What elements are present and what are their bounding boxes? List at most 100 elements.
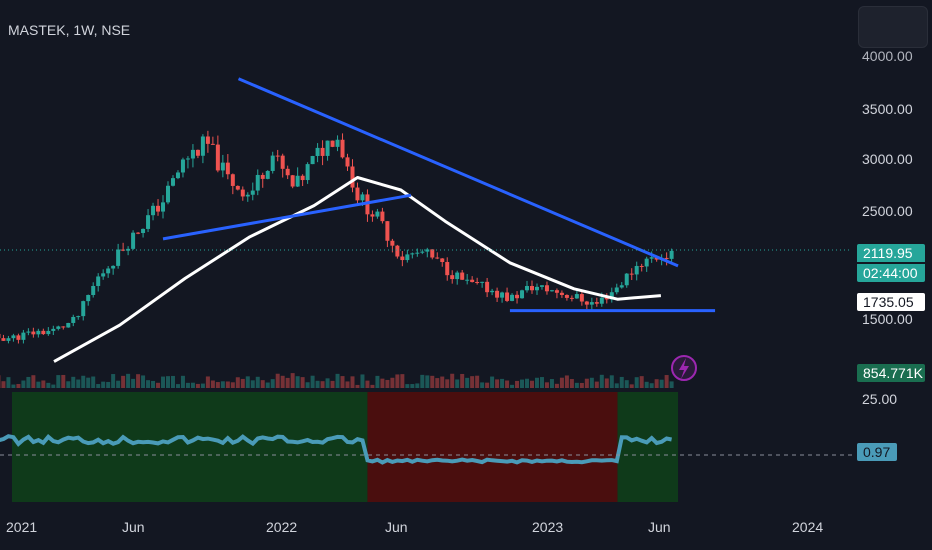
candle-body [235, 185, 240, 190]
volume-bar [490, 376, 495, 388]
last-price-label: 2119.95 [857, 244, 925, 262]
candle-body [450, 275, 455, 280]
volume-bar [86, 377, 91, 388]
volume-bar [61, 374, 66, 388]
volume-value-label: 854.771K [857, 364, 925, 382]
volume-bar [569, 379, 574, 388]
candle-body [116, 249, 121, 266]
volume-bar [624, 380, 629, 388]
candle-body [579, 294, 584, 302]
candle-body [609, 292, 614, 300]
volume-bar [435, 378, 440, 388]
volume-bar [285, 377, 290, 388]
candle-body [141, 228, 146, 234]
volume-bar [195, 383, 200, 388]
candle-body [240, 189, 245, 197]
candle-body [619, 285, 624, 288]
volume-bar [330, 380, 335, 388]
volume-bar [21, 380, 26, 388]
candle-body [405, 254, 410, 261]
candle-body [1, 338, 6, 341]
volume-bar [71, 376, 76, 388]
volume-bar [370, 384, 375, 388]
candle-body [295, 175, 300, 187]
candle-body [505, 292, 510, 301]
volume-bar [345, 381, 350, 388]
lightning-bolt-icon[interactable] [671, 355, 697, 381]
indicator-line [0, 433, 672, 465]
candle-body [275, 155, 280, 157]
volume-bar [121, 375, 126, 388]
volume-bar [525, 378, 530, 388]
volume-bar [106, 381, 111, 388]
candle-body [11, 335, 16, 339]
candle-body [410, 253, 415, 255]
volume-bar [544, 382, 549, 388]
candle-body [56, 326, 61, 329]
candle-body [520, 290, 525, 299]
candle-body [534, 286, 539, 291]
volume-bar [539, 377, 544, 388]
volume-bar [340, 376, 345, 388]
volume-bar [315, 380, 320, 388]
volume-bar [579, 382, 584, 388]
volume-bar [420, 374, 425, 388]
indicator-zone [12, 392, 368, 502]
volume-bar [240, 378, 245, 388]
volume-bar [430, 375, 435, 388]
candle-body [185, 158, 190, 160]
volume-bar [510, 384, 515, 388]
candle-body [370, 214, 375, 217]
candle-body [375, 211, 380, 217]
candle-body [111, 265, 116, 269]
candle-body [425, 249, 430, 252]
candle-body [380, 211, 385, 222]
volume-bar [470, 376, 475, 388]
time-tick: 2022 [266, 519, 297, 535]
volume-bar [380, 378, 385, 388]
time-tick: 2021 [6, 519, 37, 535]
candle-body [350, 166, 355, 188]
volume-bar [564, 375, 569, 388]
volume-bar [450, 373, 455, 388]
candle-body [649, 257, 654, 259]
candle-body [544, 285, 549, 292]
candle-body [624, 273, 629, 286]
volume-bar [355, 384, 360, 388]
volume-bar [375, 375, 380, 388]
volume-bar [200, 383, 205, 388]
candle-body [26, 331, 31, 333]
candle-body [530, 286, 534, 291]
moving-average-line [53, 176, 662, 363]
candle-body [71, 316, 76, 323]
candle-body [564, 294, 569, 298]
volume-bar [300, 377, 305, 388]
time-tick: Jun [648, 519, 671, 535]
candle-body [475, 282, 480, 284]
volume-bar [335, 373, 340, 388]
volume-bar [260, 380, 265, 388]
volume-bar [594, 381, 599, 388]
volume-bar [26, 376, 31, 388]
candle-body [205, 136, 210, 144]
price-tick: 1500.00 [862, 311, 913, 327]
volume-bar [225, 381, 230, 388]
volume-bar [644, 381, 649, 388]
candle-body [554, 290, 559, 293]
candle-body [91, 285, 96, 296]
candle-body [290, 175, 295, 187]
price-tick: 3500.00 [862, 101, 913, 117]
candle-body [305, 164, 310, 181]
volume-bar [255, 376, 260, 388]
volume-bar [395, 374, 400, 388]
volume-bar [11, 384, 16, 388]
volume-bar [425, 375, 430, 388]
chart-settings-box[interactable] [858, 6, 928, 48]
volume-bar [405, 384, 410, 388]
candle-body [480, 281, 485, 283]
candle-body [161, 202, 166, 212]
volume-bar [220, 381, 225, 388]
price-tick: 2500.00 [862, 203, 913, 219]
candle-body [180, 159, 185, 173]
